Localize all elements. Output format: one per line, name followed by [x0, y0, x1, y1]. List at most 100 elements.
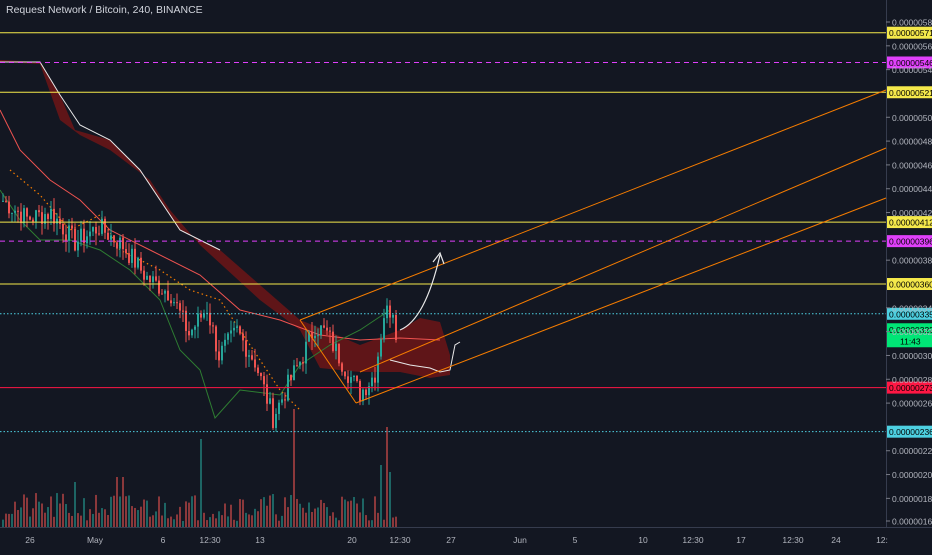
candle-body [317, 335, 319, 337]
time-tick-label: 12: [876, 535, 888, 545]
time-tick-label: 12:30 [389, 535, 411, 545]
level-tag-label: 0.00000396 [889, 237, 932, 247]
volume-bar [170, 516, 172, 527]
volume-bar [44, 512, 46, 527]
volume-bar [251, 515, 253, 527]
candle-body [290, 374, 292, 381]
time-tick-label: 26 [25, 535, 35, 545]
candle-body [377, 356, 379, 383]
candle-body [356, 376, 358, 381]
volume-bar [239, 499, 241, 527]
volume-bar [320, 499, 322, 527]
candle-body [149, 275, 151, 283]
horizontal-levels: 0.00000571 0.00000546 0.00000521 0.00000412… [0, 26, 932, 438]
volume-bar [179, 506, 181, 527]
candle-body [107, 232, 109, 240]
candle-body [11, 212, 13, 214]
volume-bar [167, 518, 169, 527]
volume-bar [245, 512, 247, 527]
volume-bar [263, 497, 265, 527]
candle-body [83, 228, 85, 244]
volume-bar [272, 494, 274, 527]
channel-line [355, 197, 887, 404]
chart-title: Request Network / Bitcoin, 240, BINANCE [6, 4, 203, 16]
volume-bar [134, 507, 136, 527]
candle-body [89, 231, 91, 237]
volume-bar [248, 514, 250, 527]
time-tick-label: 12:30 [199, 535, 221, 545]
current-price-label: 0.00000322 [889, 325, 932, 335]
volume-bar [206, 520, 208, 527]
volume-bar [221, 515, 223, 527]
candle-body [128, 253, 130, 263]
time-axis[interactable]: 26 May 6 12:30 13 20 12:30 27 Jun 5 10 12:30 17 12:30… [25, 535, 888, 545]
candle-body [386, 305, 388, 319]
volume-bar [209, 517, 211, 527]
time-tick-label: 10 [638, 535, 648, 545]
candle-body [272, 398, 274, 428]
volume-bar [260, 499, 262, 527]
candle-body [62, 223, 64, 235]
candles [2, 193, 397, 432]
candle-body [314, 335, 316, 339]
time-tick-label: 20 [347, 535, 357, 545]
candle-body [92, 227, 94, 232]
volume-bar [290, 495, 292, 527]
candle-body [281, 399, 283, 403]
candle-body [326, 327, 328, 331]
volume-bar [317, 507, 319, 527]
candle-body [383, 318, 385, 340]
volume-bar [29, 516, 31, 527]
volume-bar [215, 518, 217, 527]
volume-bar [122, 477, 124, 527]
volume-bar [371, 520, 373, 527]
volume-bar [218, 511, 220, 527]
candle-body [254, 359, 256, 368]
candle-body [68, 225, 70, 241]
candle-body [95, 227, 97, 234]
candle-body [275, 413, 277, 428]
candle-body [50, 208, 52, 219]
volume-bar [38, 501, 40, 527]
candle-body [134, 248, 136, 268]
candle-body [368, 386, 370, 396]
volume-bar [296, 498, 298, 527]
volume-bar [20, 507, 22, 527]
volume-bar [374, 496, 376, 527]
candle-body [158, 280, 160, 294]
level-tag [887, 307, 932, 320]
time-tick-label: 24 [831, 535, 841, 545]
volume-bar [230, 504, 232, 527]
volume-bar [293, 409, 295, 527]
candle-body [35, 210, 37, 222]
volume-bar [119, 496, 121, 527]
candle-body [305, 341, 307, 364]
channel-edge [299, 319, 357, 404]
volume-bar [116, 477, 118, 527]
volume-bar [383, 519, 385, 527]
volume-bar [68, 512, 70, 527]
candle-body [65, 234, 67, 241]
candle-body [389, 305, 391, 318]
volume-bar [32, 508, 34, 527]
candle-body [335, 343, 337, 351]
volume-bar [203, 512, 205, 527]
level-tag [887, 425, 932, 438]
volume-bar [89, 509, 91, 527]
volume-bar [311, 511, 313, 527]
volume-bar [146, 500, 148, 527]
candle-body [221, 345, 223, 361]
candle-body [230, 330, 232, 334]
projection-line [389, 341, 461, 373]
candle-body [269, 398, 271, 404]
countdown-label: 11:43 [900, 336, 921, 346]
candle-body [338, 343, 340, 364]
volume-bar [368, 520, 370, 527]
arrow-head [432, 251, 445, 265]
